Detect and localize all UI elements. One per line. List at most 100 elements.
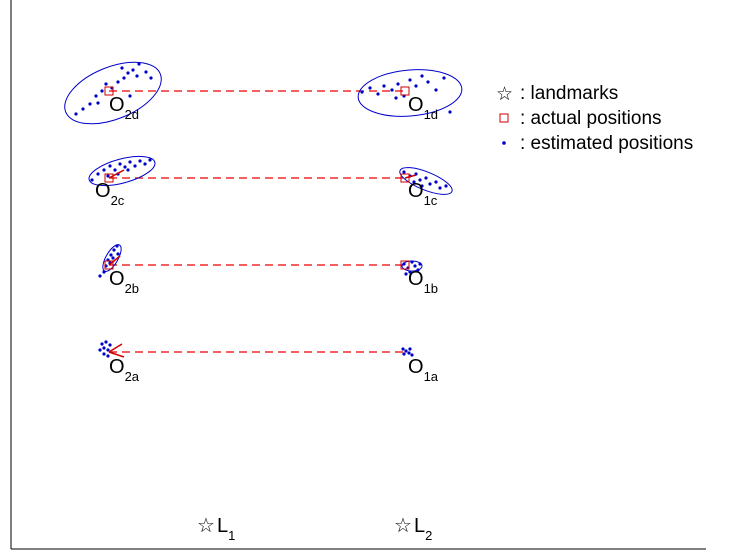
estimate-dot	[401, 347, 405, 351]
estimate-dot	[382, 84, 386, 88]
actual-position-marker	[104, 173, 114, 183]
estimate-dot	[396, 82, 400, 86]
estimate-dot	[442, 76, 446, 80]
estimate-dot	[131, 68, 135, 72]
estimate-dot	[418, 262, 422, 266]
estimate-dot	[143, 162, 147, 166]
observation-label-left: O2d	[109, 94, 139, 122]
estimate-dot	[408, 347, 412, 351]
estimate-dot	[148, 158, 152, 162]
legend-label: : actual positions	[520, 108, 662, 129]
estimate-dot	[128, 94, 132, 98]
star-icon: ☆	[496, 84, 513, 105]
estimate-dot	[402, 352, 406, 356]
estimate-dot	[410, 353, 414, 357]
observation-label-left: O2c	[95, 180, 125, 208]
estimate-dot	[113, 168, 117, 172]
landmark-l2: ☆ L2	[394, 515, 432, 543]
estimate-dot	[420, 74, 424, 78]
estimate-dot	[100, 89, 104, 93]
legend-item-estimated: : estimated positions	[502, 133, 693, 154]
estimate-dot	[108, 343, 112, 347]
observation-label-right: O1d	[408, 94, 438, 122]
estimate-dot	[135, 74, 139, 78]
estimate-dot	[394, 96, 398, 100]
estimate-dot	[74, 112, 78, 116]
orientation-tick	[108, 255, 121, 266]
estimate-dots-right	[402, 260, 422, 276]
axes	[10, 0, 706, 550]
estimate-dot	[96, 101, 100, 105]
estimate-dot	[108, 164, 112, 168]
orientation-tick	[108, 169, 125, 179]
estimate-dot	[88, 102, 92, 106]
estimate-dot	[416, 268, 420, 272]
estimate-dot	[408, 270, 412, 274]
observation-label-left: O2a	[109, 356, 140, 384]
estimate-dot	[111, 256, 115, 260]
estimate-dot	[434, 88, 438, 92]
estimate-dot	[116, 80, 120, 84]
estimate-dot	[418, 178, 422, 182]
estimate-dot	[412, 180, 416, 184]
legend-item-actual: : actual positions	[499, 108, 662, 129]
uncertainty-ellipse-left	[64, 61, 162, 125]
orientation-tick	[108, 343, 123, 353]
estimate-dot	[402, 262, 406, 266]
estimate-dot	[368, 86, 372, 90]
estimate-dot	[102, 270, 106, 274]
estimate-dots-left	[98, 340, 112, 358]
estimate-dot	[106, 354, 110, 358]
estimate-dot	[115, 244, 119, 248]
uncertainty-ellipse-left	[88, 155, 156, 187]
estimate-dot	[438, 186, 442, 190]
estimate-dot	[122, 76, 126, 80]
uncertainty-ellipse-right	[357, 69, 463, 117]
observation-label-right: O1b	[408, 268, 438, 296]
estimate-dot	[133, 164, 137, 168]
estimate-dot	[112, 248, 116, 252]
estimate-dot	[102, 346, 106, 350]
estimate-dot	[81, 107, 85, 111]
estimate-dot	[376, 92, 380, 96]
estimate-dot	[428, 182, 432, 186]
actual-position-marker	[104, 260, 114, 270]
estimate-dot	[413, 264, 417, 268]
estimate-dot	[426, 80, 430, 84]
estimate-dot	[128, 160, 132, 164]
estimate-dot	[404, 349, 408, 353]
estimate-dot	[109, 253, 113, 257]
estimate-dot	[137, 62, 141, 66]
legend-label: : estimated positions	[520, 133, 693, 154]
estimate-dot	[126, 71, 130, 75]
uncertainty-ellipse-right	[399, 167, 453, 195]
estimate-dot	[102, 168, 106, 172]
actual-position-marker	[400, 173, 410, 183]
estimate-dot	[444, 184, 448, 188]
landmark-l1: ☆ L1	[197, 515, 235, 543]
actual-position-marker	[104, 86, 114, 96]
estimate-dot	[434, 180, 438, 184]
estimate-dot	[104, 82, 108, 86]
observation-row-d: O2d O1d	[64, 61, 463, 125]
estimate-dot	[126, 168, 130, 172]
estimate-dot	[149, 76, 153, 80]
legend: ☆ : landmarks : actual positions : estim…	[496, 83, 693, 154]
estimate-dot	[106, 348, 110, 352]
legend-label: : landmarks	[520, 83, 618, 104]
estimate-dot	[414, 84, 418, 88]
dot-icon	[502, 141, 506, 145]
estimate-dot	[90, 178, 94, 182]
estimate-dot	[94, 94, 98, 98]
estimate-dot	[360, 90, 364, 94]
estimate-dot	[96, 172, 100, 176]
observation-label-left: O2b	[109, 268, 139, 296]
estimate-dot	[420, 184, 424, 188]
estimate-dot	[123, 165, 127, 169]
observation-label-right: O1a	[408, 356, 439, 384]
estimate-dot	[144, 70, 148, 74]
estimate-dot	[106, 174, 110, 178]
estimate-dot	[402, 170, 406, 174]
actual-position-marker	[400, 86, 410, 96]
